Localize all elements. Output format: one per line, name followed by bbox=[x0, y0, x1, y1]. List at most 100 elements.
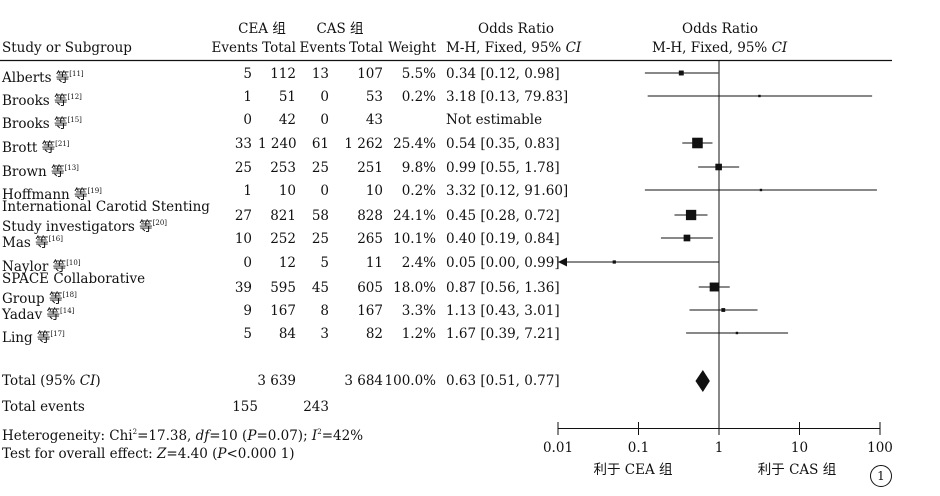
cas-total-heading: Total bbox=[349, 40, 383, 56]
cea-events-cell: 9 bbox=[243, 303, 252, 319]
cas-total-cell: 11 bbox=[365, 255, 383, 271]
cea-total-cell: 42 bbox=[278, 112, 296, 128]
cea-total-cell: 1 240 bbox=[258, 136, 297, 152]
tick-label: 1 bbox=[714, 440, 724, 456]
study-point bbox=[758, 94, 761, 98]
odds-ratio-right-heading: Odds Ratio bbox=[682, 21, 758, 37]
reference-number: [12] bbox=[67, 93, 82, 101]
weight-cell: 5.5% bbox=[401, 66, 436, 82]
cas-events-cell: 13 bbox=[311, 66, 329, 82]
cas-events-cell: 25 bbox=[311, 160, 329, 176]
cas-total-cell: 251 bbox=[357, 160, 383, 176]
cas-total-cell: 107 bbox=[357, 66, 383, 82]
cea-events-cell: 0 bbox=[243, 112, 252, 128]
reference-number: [10] bbox=[66, 259, 81, 267]
pooled-diamond bbox=[695, 370, 710, 392]
study-point bbox=[692, 137, 703, 149]
study-name: Yadav 等[14] bbox=[2, 307, 75, 323]
cas-total-cell: 53 bbox=[365, 89, 383, 105]
cea-events-cell: 27 bbox=[234, 208, 252, 224]
odds-ratio-cell: 3.18 [0.13, 79.83] bbox=[446, 89, 569, 105]
cas-total-cell: 265 bbox=[357, 231, 383, 247]
heterogeneity-text: Heterogeneity: Chi2=17.38, df=10 (P=0.07… bbox=[2, 428, 364, 444]
reference-number: [17] bbox=[50, 330, 65, 338]
study-point bbox=[759, 188, 763, 192]
cea-events-cell: 10 bbox=[234, 231, 252, 247]
study-name-line2: Group 等[18] bbox=[2, 291, 77, 307]
total-weight: 100.0% bbox=[384, 373, 436, 389]
reference-number: [11] bbox=[69, 70, 84, 78]
study-name: SPACE Collaborative bbox=[2, 271, 146, 287]
tick-label: 100 bbox=[867, 440, 893, 456]
odds-ratio-cell: 0.05 [0.00, 0.99] bbox=[446, 255, 560, 271]
reference-number: [14] bbox=[60, 307, 75, 315]
study-point bbox=[678, 70, 684, 76]
tick-label: 10 bbox=[790, 440, 809, 456]
total-events-cas: 243 bbox=[303, 399, 329, 415]
method-right-heading: M-H, Fixed, 95% CI bbox=[652, 40, 788, 56]
cea-total-cell: 10 bbox=[278, 183, 296, 199]
cea-events-cell: 33 bbox=[234, 136, 252, 152]
study-name: Naylor 等[10] bbox=[2, 259, 81, 275]
odds-ratio-cell: 0.87 [0.56, 1.36] bbox=[446, 280, 560, 296]
favours-cea-label: 利于 CEA 组 bbox=[593, 462, 673, 478]
cea-total-cell: 112 bbox=[270, 66, 296, 82]
total-cea-n: 3 639 bbox=[257, 373, 296, 389]
cea-events-cell: 5 bbox=[243, 326, 252, 342]
group-cea-heading: CEA 组 bbox=[238, 21, 286, 37]
total-events-cea: 155 bbox=[232, 399, 258, 415]
cea-total-cell: 12 bbox=[278, 255, 296, 271]
cas-events-cell: 0 bbox=[320, 112, 329, 128]
cea-total-cell: 821 bbox=[270, 208, 296, 224]
odds-ratio-left-heading: Odds Ratio bbox=[478, 21, 554, 37]
cea-events-cell: 5 bbox=[243, 66, 252, 82]
cea-total-cell: 252 bbox=[270, 231, 296, 247]
cea-total-cell: 167 bbox=[270, 303, 296, 319]
total-cas-n: 3 684 bbox=[344, 373, 383, 389]
reference-number: [18] bbox=[62, 291, 77, 299]
study-name: Ling 等[17] bbox=[2, 330, 65, 346]
tick-label: 0.1 bbox=[627, 440, 650, 456]
total-events-label: Total events bbox=[2, 399, 85, 415]
weight-cell: 24.1% bbox=[393, 208, 436, 224]
study-name: Alberts 等[11] bbox=[2, 70, 84, 86]
cea-events-cell: 1 bbox=[243, 183, 252, 199]
cas-events-cell: 0 bbox=[320, 183, 329, 199]
cea-events-cell: 25 bbox=[234, 160, 252, 176]
cea-total-cell: 84 bbox=[278, 326, 296, 342]
cea-total-cell: 51 bbox=[278, 89, 296, 105]
cas-events-cell: 5 bbox=[320, 255, 329, 271]
study-point bbox=[709, 282, 719, 292]
odds-ratio-cell: 0.99 [0.55, 1.78] bbox=[446, 160, 560, 176]
cea-total-heading: Total bbox=[262, 40, 296, 56]
weight-cell: 9.8% bbox=[401, 160, 436, 176]
cea-events-heading: Events bbox=[211, 40, 258, 56]
weight-cell: 10.1% bbox=[393, 231, 436, 247]
cas-events-heading: Events bbox=[299, 40, 346, 56]
odds-ratio-cell: 1.13 [0.43, 3.01] bbox=[446, 303, 560, 319]
odds-ratio-cell: Not estimable bbox=[446, 112, 543, 128]
weight-heading: Weight bbox=[388, 40, 436, 56]
cea-events-cell: 39 bbox=[234, 280, 252, 296]
reference-number: [16] bbox=[48, 235, 63, 243]
weight-cell: 2.4% bbox=[401, 255, 436, 271]
reference-number: [13] bbox=[64, 164, 79, 172]
study-name: Hoffmann 等[19] bbox=[2, 187, 102, 203]
weight-cell: 3.3% bbox=[401, 303, 436, 319]
cas-events-cell: 0 bbox=[320, 89, 329, 105]
cas-total-cell: 43 bbox=[365, 112, 383, 128]
reference-number: [20] bbox=[152, 219, 168, 227]
cea-total-cell: 253 bbox=[270, 160, 296, 176]
odds-ratio-cell: 0.54 [0.35, 0.83] bbox=[446, 136, 560, 152]
tick-label: 0.01 bbox=[542, 440, 574, 456]
reference-number: [19] bbox=[87, 187, 102, 195]
cas-total-cell: 605 bbox=[357, 280, 383, 296]
study-point bbox=[715, 163, 722, 171]
odds-ratio-cell: 0.45 [0.28, 0.72] bbox=[446, 208, 560, 224]
study-name: Brott 等[21] bbox=[2, 140, 70, 156]
study-name: Brooks 等[12] bbox=[2, 93, 82, 109]
study-point bbox=[721, 308, 726, 312]
weight-cell: 0.2% bbox=[401, 89, 436, 105]
reference-number: [15] bbox=[67, 116, 82, 124]
